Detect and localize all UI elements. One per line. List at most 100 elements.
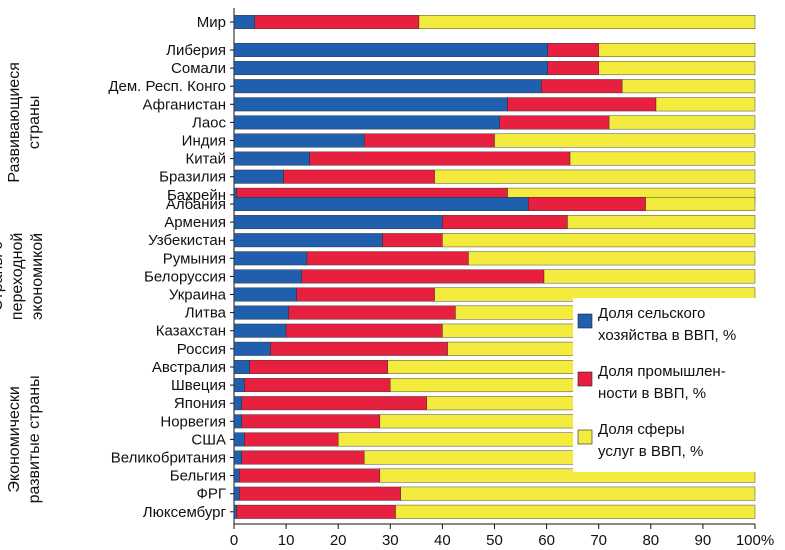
bar-services — [608, 115, 756, 130]
bar-industry — [283, 169, 435, 184]
category-label: Казахстан — [156, 323, 226, 340]
bar-agriculture — [233, 197, 529, 211]
bar-services — [418, 15, 756, 29]
category-label: Норвегия — [160, 413, 226, 430]
bar-industry — [547, 61, 599, 76]
x-tick-label: 80 — [642, 532, 659, 549]
category-label: Литва — [185, 305, 227, 322]
group-label-line: Страны с — [0, 242, 6, 311]
bar-services — [645, 197, 756, 211]
group-label-line: экономикой — [29, 233, 46, 320]
category-label: Китай — [185, 151, 226, 168]
legend-item-agriculture: Доля сельского хозяйства в ВВП, % — [577, 305, 736, 344]
category-label: Белоруссия — [144, 268, 226, 285]
bar-industry — [547, 43, 599, 57]
category-label: Бахрейн — [167, 187, 226, 204]
bar-services — [442, 233, 756, 248]
bar-industry — [254, 15, 420, 29]
legend-background — [573, 298, 758, 472]
legend-swatch — [577, 313, 593, 329]
legend-swatch — [577, 371, 593, 387]
bar-agriculture — [233, 15, 256, 29]
bar-industry — [285, 323, 443, 338]
bar-agriculture — [233, 151, 310, 166]
group-label-line: Экономически — [6, 386, 23, 492]
bar-agriculture — [233, 486, 240, 501]
group-label: Страны спереходнойэкономикой — [0, 233, 46, 320]
category-label: Люксембург — [143, 504, 227, 521]
category-label: США — [191, 431, 226, 448]
bar-industry — [442, 215, 568, 230]
bar-agriculture — [233, 251, 308, 266]
bar-industry — [241, 396, 427, 411]
bar-industry — [499, 115, 610, 130]
category-label: Индия — [182, 133, 226, 150]
bar-services — [379, 468, 756, 483]
legend-swatch — [577, 429, 593, 445]
bar-services — [655, 97, 756, 112]
bar-industry — [528, 197, 646, 211]
category-label: Бельгия — [170, 468, 226, 485]
category-label: Мир — [197, 14, 226, 31]
bar-services — [569, 151, 756, 166]
bar-agriculture — [233, 504, 237, 519]
bar-agriculture — [233, 79, 542, 94]
bar-services — [621, 79, 756, 94]
bar-industry — [382, 233, 443, 248]
group-label-line: страны — [26, 96, 43, 149]
group-0: Мир — [197, 14, 756, 31]
category-label: Украина — [169, 287, 227, 304]
category-label: Швеция — [171, 377, 226, 394]
group-label-line: переходной — [9, 233, 26, 320]
category-label: Россия — [177, 341, 226, 358]
legend-item-services: Доля сферы услуг в ВВП, % — [577, 421, 703, 460]
category-label: Узбекистан — [148, 232, 226, 249]
category-label: Афганистан — [143, 96, 227, 113]
bar-agriculture — [233, 432, 245, 447]
bar-services — [395, 504, 756, 519]
bar-services — [468, 251, 756, 266]
bar-agriculture — [233, 169, 284, 184]
bar-industry — [236, 504, 396, 519]
category-label: Япония — [174, 395, 226, 412]
bar-industry — [309, 151, 571, 166]
bar-industry — [241, 414, 381, 429]
bar-agriculture — [233, 215, 443, 230]
bar-services — [598, 61, 756, 76]
bar-agriculture — [233, 414, 243, 429]
category-label: Австралия — [152, 359, 226, 376]
x-tick-label: 30 — [382, 532, 399, 549]
bar-industry — [270, 341, 448, 356]
legend-label-line2: ности в ВВП, % — [598, 385, 706, 402]
x-tick-label: 10 — [278, 532, 295, 549]
bar-industry — [244, 378, 391, 393]
bar-agriculture — [233, 450, 243, 465]
bar-agriculture — [233, 97, 508, 112]
bar-industry — [288, 305, 456, 320]
bar-services — [598, 43, 756, 57]
bar-industry — [244, 432, 339, 447]
bar-agriculture — [233, 360, 250, 374]
bar-agriculture — [233, 61, 548, 76]
bar-services — [494, 133, 756, 148]
bar-agriculture — [233, 233, 383, 248]
x-tick-label: 40 — [434, 532, 451, 549]
bar-agriculture — [233, 115, 500, 130]
bar-agriculture — [233, 323, 287, 338]
group-label: Развивающиеся страны — [6, 62, 43, 183]
bar-agriculture — [233, 396, 243, 411]
category-label: ФРГ — [196, 486, 226, 503]
bar-services — [543, 269, 756, 284]
bar-services — [434, 169, 756, 184]
bar-agriculture — [233, 43, 548, 57]
bar-industry — [507, 97, 657, 112]
bar-industry — [249, 360, 388, 374]
bar-agriculture — [233, 378, 245, 393]
x-tick-label: 60 — [538, 532, 555, 549]
x-tick-label: 90 — [695, 532, 712, 549]
bar-industry — [541, 79, 623, 94]
category-label: Бразилия — [159, 169, 226, 186]
x-tick-label: 100% — [736, 532, 774, 549]
